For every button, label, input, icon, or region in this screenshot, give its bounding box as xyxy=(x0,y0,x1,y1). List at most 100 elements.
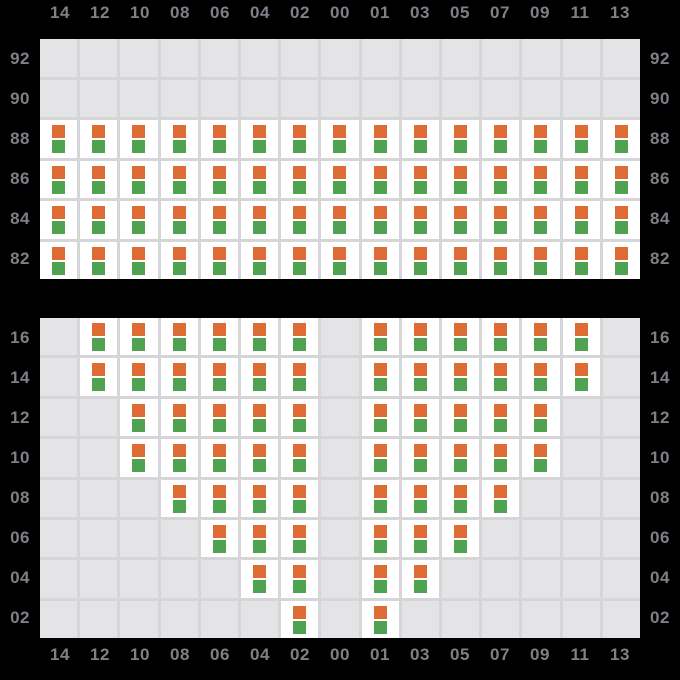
green-marker xyxy=(212,261,226,275)
orange-marker xyxy=(413,524,427,538)
green-marker xyxy=(413,418,427,432)
orange-marker xyxy=(494,484,508,498)
occupied-cell xyxy=(522,241,560,279)
occupied-cell xyxy=(482,398,520,437)
empty-cell xyxy=(40,439,78,477)
green-marker xyxy=(494,499,508,513)
y-tick-label: 84 xyxy=(10,209,30,228)
y-tick-label: 90 xyxy=(650,89,670,108)
occupied-cell xyxy=(401,519,439,558)
green-marker xyxy=(373,499,387,513)
green-marker xyxy=(413,580,427,594)
y-tick-label: 92 xyxy=(10,49,30,68)
occupied-cell xyxy=(321,120,359,158)
orange-marker xyxy=(373,323,387,336)
empty-cell xyxy=(80,519,118,558)
orange-marker xyxy=(52,206,66,219)
green-marker xyxy=(172,418,186,432)
occupied-cell xyxy=(200,479,238,517)
empty-cell xyxy=(40,560,78,598)
green-marker xyxy=(333,261,347,275)
orange-marker xyxy=(52,125,66,138)
green-marker xyxy=(534,418,548,432)
y-tick-label: 88 xyxy=(650,129,670,148)
orange-marker xyxy=(494,125,508,138)
orange-marker xyxy=(253,246,267,260)
orange-marker xyxy=(454,444,468,458)
orange-marker xyxy=(534,246,548,260)
green-marker xyxy=(454,499,468,513)
occupied-cell xyxy=(522,120,560,158)
orange-marker xyxy=(132,363,146,377)
green-marker xyxy=(172,140,186,153)
occupied-cell xyxy=(160,318,198,356)
empty-cell xyxy=(401,79,439,117)
occupied-cell xyxy=(241,241,279,279)
empty-cell xyxy=(241,79,279,117)
orange-marker xyxy=(212,524,226,538)
orange-marker xyxy=(614,206,628,219)
orange-marker xyxy=(132,206,146,219)
empty-cell xyxy=(321,560,359,598)
occupied-cell xyxy=(241,160,279,198)
green-marker xyxy=(132,459,146,473)
green-marker xyxy=(333,221,347,234)
orange-marker xyxy=(373,444,387,458)
orange-marker xyxy=(293,444,307,458)
empty-cell xyxy=(40,318,78,356)
occupied-cell xyxy=(281,120,319,158)
empty-cell xyxy=(522,39,560,77)
green-marker xyxy=(212,418,226,432)
empty-cell xyxy=(321,39,359,77)
orange-marker xyxy=(333,246,347,260)
green-marker xyxy=(534,378,548,392)
green-marker xyxy=(413,378,427,392)
occupied-cell xyxy=(281,241,319,279)
green-marker xyxy=(373,221,387,234)
orange-marker xyxy=(293,363,307,377)
y-tick-label: 86 xyxy=(650,169,670,188)
green-marker xyxy=(253,261,267,275)
green-marker xyxy=(454,418,468,432)
occupied-cell xyxy=(40,201,78,239)
green-marker xyxy=(373,539,387,553)
occupied-cell xyxy=(200,120,238,158)
y-tick-label: 02 xyxy=(650,608,670,627)
orange-marker xyxy=(333,125,347,138)
occupied-cell xyxy=(281,560,319,598)
occupied-cell xyxy=(321,160,359,198)
y-tick-label: 16 xyxy=(650,328,670,347)
green-marker xyxy=(614,180,628,194)
green-marker xyxy=(614,140,628,153)
occupied-cell xyxy=(482,241,520,279)
empty-cell xyxy=(80,79,118,117)
orange-marker xyxy=(534,363,548,377)
occupied-cell xyxy=(401,160,439,198)
green-marker xyxy=(454,261,468,275)
orange-marker xyxy=(494,444,508,458)
orange-marker xyxy=(212,484,226,498)
occupied-cell xyxy=(562,358,600,396)
orange-marker xyxy=(574,246,588,260)
empty-cell xyxy=(120,479,158,517)
orange-marker xyxy=(413,444,427,458)
occupied-cell xyxy=(361,600,399,638)
green-marker xyxy=(494,140,508,153)
orange-marker xyxy=(253,323,267,336)
occupied-cell xyxy=(160,358,198,396)
empty-cell xyxy=(442,600,480,638)
green-marker xyxy=(293,539,307,553)
green-marker xyxy=(172,378,186,392)
green-marker xyxy=(534,261,548,275)
empty-cell xyxy=(40,39,78,77)
green-marker xyxy=(373,261,387,275)
green-marker xyxy=(212,180,226,194)
occupied-cell xyxy=(361,519,399,558)
orange-marker xyxy=(132,403,146,417)
orange-marker xyxy=(454,165,468,179)
occupied-cell xyxy=(482,160,520,198)
occupied-cell xyxy=(482,439,520,477)
occupied-cell xyxy=(160,241,198,279)
orange-marker xyxy=(413,403,427,417)
empty-cell xyxy=(482,39,520,77)
